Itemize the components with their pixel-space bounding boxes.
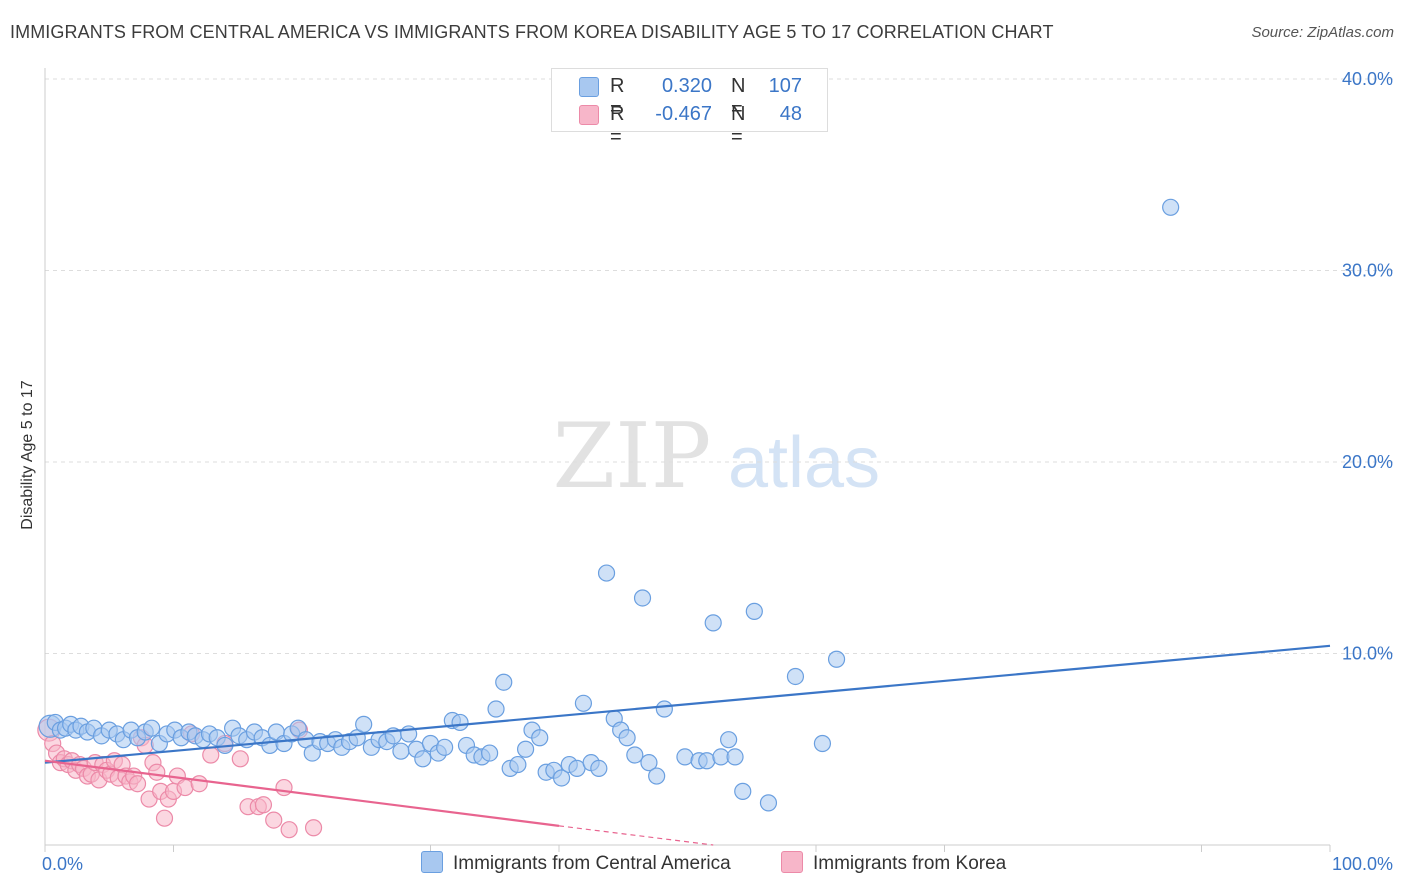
central-america-point bbox=[1162, 198, 1180, 216]
central-america-point bbox=[531, 729, 549, 747]
legend-r-value: -0.467 bbox=[655, 103, 712, 125]
central-america-point bbox=[827, 650, 846, 668]
axes bbox=[44, 68, 1331, 852]
central-america-point bbox=[451, 713, 469, 732]
legend-n-value: 107 bbox=[768, 75, 802, 97]
watermark-atlas: atlas bbox=[728, 423, 880, 503]
central-america-point bbox=[676, 748, 694, 766]
legend-r-value: 0.320 bbox=[661, 75, 712, 97]
korea-point bbox=[265, 811, 283, 829]
central-america-point bbox=[574, 694, 593, 712]
x-tick-label-max: 100.0% bbox=[1332, 854, 1393, 874]
korea-point bbox=[254, 796, 273, 814]
bottom-legend-swatch-pink bbox=[781, 851, 803, 873]
central-america-point bbox=[786, 667, 805, 686]
watermark: ZIP atlas bbox=[553, 404, 880, 509]
central-america-point bbox=[436, 738, 454, 756]
grid-lines bbox=[45, 78, 1393, 654]
korea-point bbox=[275, 778, 293, 797]
legend-swatch-pink bbox=[579, 105, 599, 125]
korea-point bbox=[148, 763, 166, 781]
legend-r-label: R = bbox=[610, 103, 625, 148]
y-tick-label: 30.0% bbox=[1342, 261, 1393, 281]
korea-point bbox=[190, 775, 208, 793]
central-america-point bbox=[648, 767, 666, 785]
bottom-legend-korea: Immigrants from Korea bbox=[781, 851, 1006, 875]
y-tick-label: 40.0% bbox=[1342, 69, 1393, 89]
chart-title: IMMIGRANTS FROM CENTRAL AMERICA VS IMMIG… bbox=[10, 22, 1054, 42]
korea-point bbox=[202, 746, 220, 764]
central-america-trend-line bbox=[44, 644, 1331, 764]
central-america-point bbox=[509, 755, 527, 774]
korea-point bbox=[155, 809, 174, 827]
central-america-point bbox=[704, 614, 722, 632]
korea-point bbox=[304, 819, 323, 837]
central-america-point bbox=[481, 744, 499, 762]
central-america-point bbox=[392, 742, 410, 760]
bottom-legend-central-america: Immigrants from Central America bbox=[421, 851, 731, 875]
central-america-point bbox=[355, 715, 373, 733]
central-america-point bbox=[655, 700, 673, 718]
central-america-point bbox=[618, 729, 636, 747]
trend-lines bbox=[44, 644, 1331, 846]
y-tick-label: 10.0% bbox=[1342, 644, 1393, 664]
central-america-point bbox=[626, 746, 644, 764]
central-america-point bbox=[552, 769, 571, 787]
central-america-point bbox=[633, 589, 652, 607]
central-america-point bbox=[597, 564, 616, 582]
central-america-point bbox=[143, 719, 161, 737]
central-america-point bbox=[487, 700, 505, 718]
central-america-point bbox=[698, 752, 716, 770]
legend-n-value: 48 bbox=[779, 103, 802, 125]
central-america-point bbox=[726, 748, 744, 766]
tick-labels: 10.0% 20.0% 30.0% 40.0% 0.0% 100.0% bbox=[42, 69, 1393, 874]
central-america-point bbox=[414, 750, 432, 768]
legend-swatch-blue bbox=[579, 77, 599, 97]
legend-n-label: N = bbox=[731, 75, 746, 120]
central-america-point bbox=[745, 602, 763, 620]
korea-point bbox=[176, 778, 194, 797]
korea-point bbox=[128, 775, 147, 793]
korea-point bbox=[231, 750, 249, 768]
central-america-point bbox=[640, 754, 658, 772]
legend-r-label: R = bbox=[610, 75, 625, 120]
source-label: Source: ZipAtlas.com bbox=[1251, 24, 1394, 41]
central-america-point bbox=[734, 782, 752, 800]
bottom-legend-label: Immigrants from Central America bbox=[453, 853, 731, 874]
central-america-point bbox=[590, 759, 608, 778]
y-tick-label: 20.0% bbox=[1342, 452, 1393, 472]
bottom-legend-label: Immigrants from Korea bbox=[813, 853, 1007, 874]
stats-legend: R = 0.320 N = 107 R = -0.467 N = 48 bbox=[551, 68, 828, 148]
legend-n-label: N = bbox=[731, 103, 746, 148]
central-america-point bbox=[495, 673, 513, 691]
central-america-point bbox=[720, 731, 738, 749]
korea-trend-line-extension bbox=[558, 825, 714, 846]
central-america-point bbox=[759, 794, 778, 812]
watermark-zip: ZIP bbox=[553, 404, 712, 509]
central-america-point bbox=[813, 734, 832, 753]
central-america-point bbox=[516, 740, 535, 758]
korea-trend-line bbox=[44, 759, 560, 827]
korea-point bbox=[280, 821, 298, 839]
x-tick-label-min: 0.0% bbox=[42, 854, 83, 874]
bottom-legend-swatch-blue bbox=[421, 851, 443, 873]
